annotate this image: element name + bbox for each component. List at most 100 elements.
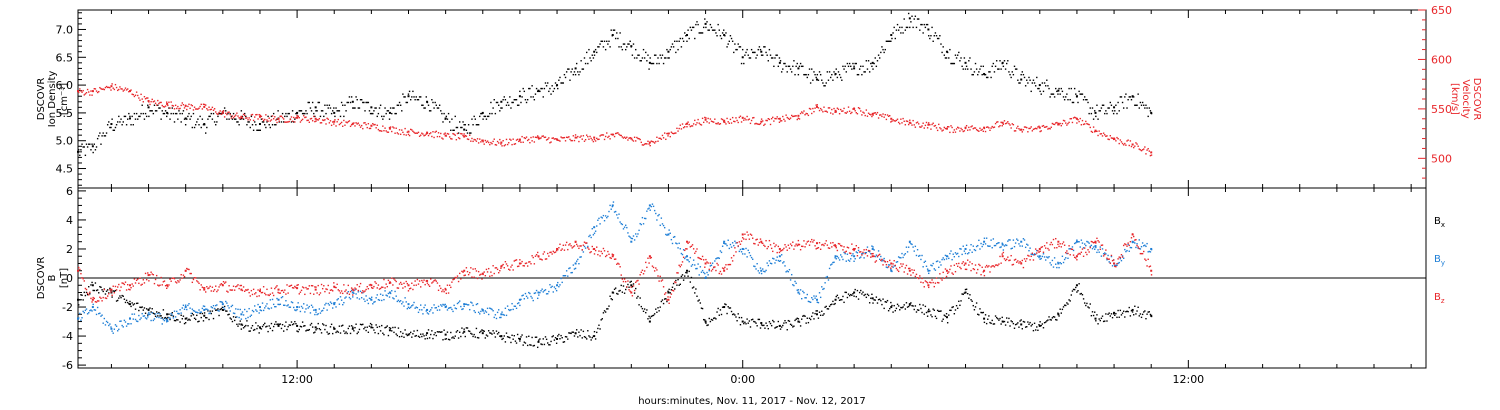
bx-series-sample bbox=[671, 286, 674, 288]
bz-series-sample bbox=[554, 251, 557, 253]
density-series-sample bbox=[934, 32, 937, 34]
velocity-series-sample bbox=[1056, 121, 1058, 124]
bz-series-point bbox=[370, 284, 373, 287]
by-series-sample bbox=[318, 308, 321, 310]
density-series-sample bbox=[490, 101, 492, 104]
bx-series-sample bbox=[268, 325, 270, 327]
velocity-series-sample bbox=[930, 128, 932, 130]
by-series-sample bbox=[1031, 253, 1034, 256]
velocity-series-sample bbox=[684, 126, 686, 128]
velocity-series-sample bbox=[182, 103, 185, 106]
bx-series-sample bbox=[583, 336, 586, 338]
by-series-sample bbox=[631, 237, 634, 240]
density-series-sample bbox=[951, 62, 953, 65]
by-series-sample bbox=[845, 260, 847, 262]
velocity-series-sample bbox=[809, 108, 812, 110]
velocity-series-sample bbox=[307, 119, 309, 121]
density-series-sample bbox=[689, 26, 692, 29]
bz-series-sample bbox=[257, 289, 259, 291]
by-series-sample bbox=[235, 308, 237, 310]
density-series-sample bbox=[766, 54, 768, 56]
field-tick-label: 4 bbox=[66, 214, 73, 227]
by-series-sample bbox=[677, 247, 679, 249]
bx-series-sample bbox=[194, 318, 197, 321]
velocity-series-sample bbox=[381, 130, 383, 132]
bz-series-sample bbox=[524, 262, 527, 265]
density-series-sample bbox=[206, 126, 208, 129]
bz-series-sample bbox=[354, 287, 356, 289]
by-series-sample bbox=[1056, 266, 1058, 269]
density-series-sample bbox=[750, 48, 753, 51]
bx-series-sample bbox=[963, 292, 966, 294]
density-series-sample bbox=[506, 101, 509, 104]
velocity-series-sample bbox=[298, 117, 300, 119]
density-series-sample bbox=[622, 43, 625, 45]
by-series-sample bbox=[669, 232, 671, 234]
density-series-sample bbox=[1062, 96, 1065, 98]
bz-series-sample bbox=[399, 281, 402, 284]
density-series-sample bbox=[877, 54, 880, 56]
velocity-series-sample bbox=[919, 126, 921, 128]
bx-series-sample bbox=[608, 305, 610, 307]
bx-series-sample bbox=[710, 318, 713, 321]
bz-series-sample bbox=[115, 289, 118, 291]
density-series-sample bbox=[274, 124, 276, 126]
bz-series-sample bbox=[369, 283, 372, 286]
bx-series-sample bbox=[1104, 320, 1106, 322]
bz-series-sample bbox=[296, 284, 298, 287]
bx-series-sample bbox=[747, 322, 749, 324]
velocity-series-sample bbox=[243, 114, 246, 117]
bx-series-sample bbox=[217, 308, 219, 310]
bx-series-sample bbox=[375, 324, 377, 326]
by-series-point bbox=[463, 303, 466, 306]
by-series-sample bbox=[505, 314, 508, 317]
density-series-sample bbox=[639, 60, 641, 62]
by-series-sample bbox=[762, 268, 764, 270]
velocity-series-sample bbox=[1117, 138, 1119, 140]
bz-series-sample bbox=[134, 282, 137, 284]
by-series-sample bbox=[602, 214, 605, 217]
density-series-sample bbox=[496, 101, 499, 104]
density-series-sample bbox=[633, 57, 636, 59]
density-series-sample bbox=[1046, 79, 1048, 81]
bx-series-sample bbox=[116, 299, 119, 302]
by-series-sample bbox=[451, 308, 453, 311]
by-series-sample bbox=[608, 210, 610, 213]
density-series-sample bbox=[396, 104, 399, 106]
by-series-sample bbox=[808, 301, 811, 303]
by-series-sample bbox=[721, 245, 724, 247]
density-series-sample bbox=[538, 90, 540, 93]
density-series-sample bbox=[402, 93, 404, 95]
bx-series-sample bbox=[140, 306, 142, 309]
by-series-point bbox=[110, 327, 113, 330]
by-series-sample bbox=[882, 259, 884, 261]
density-series-sample bbox=[833, 71, 835, 73]
by-series bbox=[77, 201, 1153, 334]
density-series-sample bbox=[306, 112, 308, 115]
bx-series-sample bbox=[250, 327, 253, 329]
bx-series-sample bbox=[508, 336, 510, 338]
density-series-sample bbox=[900, 32, 902, 34]
bz-series-point bbox=[964, 262, 967, 265]
density-series-sample bbox=[873, 62, 875, 65]
density-series-sample bbox=[782, 68, 784, 70]
bx-series-sample bbox=[102, 290, 104, 293]
density-series-sample bbox=[929, 37, 931, 40]
bz-series-sample bbox=[665, 292, 667, 294]
velocity-series-sample bbox=[679, 124, 681, 126]
by-series-sample bbox=[383, 298, 385, 301]
bx-series-sample bbox=[327, 333, 329, 335]
velocity-series-sample bbox=[754, 123, 756, 125]
density-series-sample bbox=[815, 76, 817, 79]
bx-series-sample bbox=[833, 303, 835, 306]
density-series-sample bbox=[153, 104, 156, 106]
velocity-series-sample bbox=[299, 121, 302, 123]
by-series-sample bbox=[132, 318, 134, 320]
bx-series-sample bbox=[338, 325, 341, 327]
bz-series-point bbox=[1094, 240, 1097, 243]
bx-series-sample bbox=[152, 312, 155, 314]
density-series-sample bbox=[1002, 65, 1005, 68]
bx-series-sample bbox=[398, 335, 401, 338]
bx-series-sample bbox=[679, 283, 681, 286]
bz-series-sample bbox=[568, 244, 570, 246]
